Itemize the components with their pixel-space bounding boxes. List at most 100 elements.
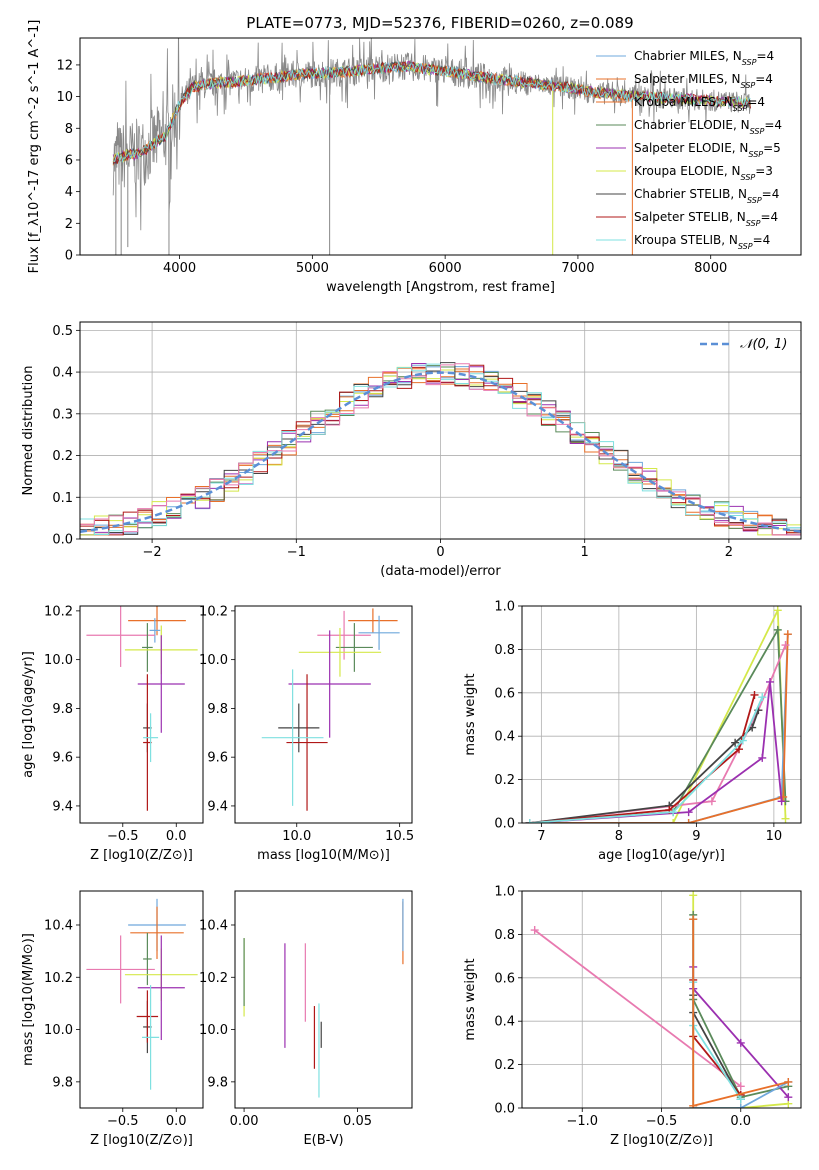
y-tick-label: 0.4 <box>52 366 73 381</box>
weight-marker-6 <box>731 738 740 747</box>
weight-line-6 <box>529 709 760 823</box>
x-tick-label: 1 <box>581 545 589 560</box>
weight-marker-7 <box>736 1104 745 1108</box>
y-tick-label: 9.8 <box>52 1075 73 1090</box>
x-tick-label: 6000 <box>429 261 462 276</box>
weight-marker-3 <box>736 1038 745 1047</box>
x-tick-label: 10 <box>766 829 783 844</box>
legend-label-8: Kroupa STELIB, NSSP=4 <box>634 233 770 251</box>
weight-marker-1 <box>773 625 782 634</box>
y-tick-label: 0.8 <box>494 643 515 658</box>
panel-residuals: −2 −1 0 1 2 0.0 0.1 0.2 0.3 0.4 0.5 (data-model)/er… <box>21 321 802 579</box>
weight-marker-4 <box>707 797 716 806</box>
legend-label-4: Salpeter ELODIE, NSSP=5 <box>634 141 781 159</box>
x-axis-label: E(B-V) <box>303 1133 343 1148</box>
weight-marker-5 <box>777 797 786 806</box>
panel-weight_vs_age: 7 8 9 10 0.0 0.2 0.4 0.6 0.8 1.0 age [log10(age/yr… <box>463 600 802 863</box>
weight-marker-8 <box>758 693 767 702</box>
x-axis-label: Z [log10(Z/Z⊙)] <box>90 1133 193 1148</box>
x-tick-label: −0.5 <box>107 1114 139 1129</box>
y-axis-label: age [log10(age/yr)] <box>21 651 36 778</box>
weight-line-8 <box>529 696 764 823</box>
weight-marker-5 <box>758 753 767 762</box>
x-tick-label: −0.5 <box>107 829 139 844</box>
legend-label-6: Chabrier STELIB, NSSP=4 <box>634 187 779 205</box>
plot-area <box>525 606 792 823</box>
weight-marker-8 <box>669 808 678 817</box>
x-axis-label: Z [log10(Z/Z⊙)] <box>90 848 193 863</box>
y-tick-label: 12 <box>56 58 73 73</box>
weight-line-0 <box>529 609 787 823</box>
y-tick-label: 10 <box>56 90 73 105</box>
weight-line-3 <box>529 634 789 823</box>
y-tick-label: 0.0 <box>52 533 73 548</box>
x-tick-label: 8 <box>615 829 623 844</box>
x-axis-label: age [log10(age/yr)] <box>598 848 725 863</box>
x-tick-label: 8000 <box>694 261 727 276</box>
y-tick-label: 10.2 <box>44 604 73 619</box>
weight-line-5 <box>529 681 783 823</box>
panel-spectrum: 4000 5000 6000 7000 8000 0 2 4 6 8 10 12 wavelength … <box>27 20 802 295</box>
weight-marker-7 <box>735 745 743 754</box>
y-tick-label: 9.6 <box>207 751 228 766</box>
y-tick-label: 4 <box>65 185 73 200</box>
x-tick-label: 0.05 <box>343 1114 372 1129</box>
weight-marker-1 <box>689 891 698 900</box>
weight-marker-0 <box>669 819 678 823</box>
x-tick-label: 0.0 <box>166 1114 187 1129</box>
y-tick-label: 0.5 <box>52 324 73 339</box>
x-tick-label: 9 <box>692 829 700 844</box>
y-tick-label: 9.8 <box>207 702 228 717</box>
x-axis-label: Z [log10(Z/Z⊙)] <box>610 1133 713 1148</box>
x-tick-label: 0.0 <box>166 829 187 844</box>
x-tick-label: 2 <box>725 545 733 560</box>
weight-marker-5 <box>766 677 774 686</box>
weight-marker-8 <box>738 736 747 745</box>
y-tick-label: 0.8 <box>494 928 515 943</box>
x-axis-label: (data-model)/error <box>380 564 501 579</box>
y-tick-label: 0.6 <box>494 686 515 701</box>
y-tick-label: 10.0 <box>199 653 228 668</box>
panel-weight_vs_Z: −1.0 −0.5 0.0 0.0 0.2 0.4 0.6 0.8 1.0 Z [log10(Z/… <box>463 885 802 1148</box>
model-line-8 <box>112 60 751 163</box>
x-tick-label: 4000 <box>163 261 196 276</box>
axes-frame <box>234 605 413 824</box>
y-tick-label: 10.2 <box>199 971 228 986</box>
legend-label-1: Salpeter MILES, NSSP=4 <box>634 72 773 90</box>
legend-label-7: Salpeter STELIB, NSSP=4 <box>634 210 778 228</box>
x-tick-label: −0.5 <box>646 1114 678 1129</box>
x-tick-label: 0.0 <box>730 1114 751 1129</box>
y-tick-label: 10.4 <box>44 918 73 933</box>
panel-mass_vs_Z: −0.5 0.0 9.8 10.0 10.2 10.4 Z [log10(Z/Z⊙)] mas… <box>21 890 204 1148</box>
y-axis-label: mass weight <box>463 673 478 755</box>
x-tick-label: 7 <box>537 829 545 844</box>
x-axis-label: wavelength [Angstrom, rest frame] <box>326 280 555 295</box>
y-tick-label: 9.8 <box>52 702 73 717</box>
panel-age_vs_mass: 10.0 10.5 9.4 9.6 9.8 10.0 10.2 mass [log10(M/M… <box>199 604 414 863</box>
legend-label-5: Kroupa ELODIE, NSSP=3 <box>634 164 773 182</box>
axes-frame <box>234 890 413 1109</box>
weight-marker-0 <box>773 606 782 615</box>
y-tick-label: 0.0 <box>494 1102 515 1117</box>
y-tick-label: 10.2 <box>199 604 228 619</box>
y-axis-label: mass [log10(M/M⊙)] <box>21 933 36 1066</box>
y-axis-label: mass weight <box>463 958 478 1040</box>
legend-label-normal: 𝒩(0, 1) <box>740 337 787 352</box>
axes-frame <box>79 321 802 540</box>
y-tick-label: 0.2 <box>52 449 73 464</box>
plot-area <box>243 898 404 1098</box>
panel-age_vs_Z: −0.5 0.0 9.4 9.6 9.8 10.0 10.2 Z [log10(Z/Z⊙)] a… <box>21 604 204 863</box>
x-tick-label: 10.5 <box>385 829 414 844</box>
y-tick-label: 10.0 <box>44 653 73 668</box>
y-tick-label: 9.8 <box>207 1075 228 1090</box>
x-tick-label: −1 <box>287 545 306 560</box>
weight-marker-8 <box>689 1101 698 1108</box>
y-tick-label: 9.4 <box>52 799 73 814</box>
y-tick-label: 0.2 <box>494 773 515 788</box>
axes-frame <box>79 605 204 824</box>
plot-area <box>86 606 198 811</box>
y-tick-label: 0.2 <box>494 1058 515 1073</box>
x-tick-label: 0 <box>436 545 444 560</box>
y-tick-label: 6 <box>65 153 73 168</box>
